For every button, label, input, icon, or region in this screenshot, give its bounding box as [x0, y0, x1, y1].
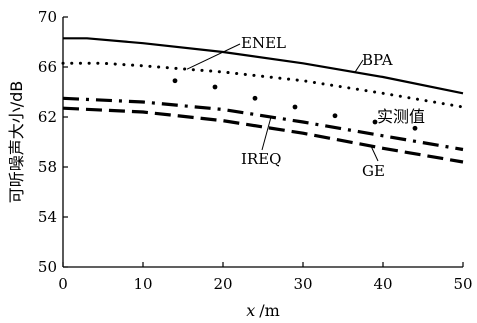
leader-bpa: [354, 59, 364, 73]
x-tick-label: 40: [373, 275, 392, 293]
x-axis-title: x/m: [246, 301, 280, 320]
x-tick-label: 30: [293, 275, 312, 293]
leader-enel: [186, 43, 241, 70]
annotation-ireq: IREQ: [241, 150, 281, 168]
annotation-ge: GE: [362, 162, 385, 180]
annotation-measured: 实测值: [377, 107, 425, 126]
measured-point: [252, 95, 258, 101]
tick-labels: 0 10 20 30 40 50 50 54 58 62 66 70: [38, 8, 473, 293]
y-tick-label: 50: [38, 258, 57, 276]
y-tick-label: 62: [38, 108, 57, 126]
y-tick-label: 58: [38, 158, 57, 176]
leader-ireq: [261, 116, 272, 151]
measured-points: [172, 78, 418, 131]
y-tick-label: 66: [38, 58, 57, 76]
y-axis-title: 可听噪声大小/dB: [7, 81, 26, 204]
series-layer: [61, 37, 465, 164]
measured-point: [172, 78, 178, 84]
y-tick-label: 54: [38, 208, 57, 226]
leader-ge: [370, 145, 379, 162]
annotation-bpa: BPA: [362, 51, 393, 69]
measured-point: [292, 104, 298, 110]
x-tick-label: 50: [453, 275, 472, 293]
annotation-enel: ENEL: [241, 34, 286, 52]
annotation-leaders: [186, 43, 379, 162]
axes: [62, 17, 463, 268]
x-tick-label: 10: [133, 275, 152, 293]
measured-point: [212, 84, 218, 90]
tick-marks: [62, 16, 464, 268]
measured-point: [332, 113, 338, 119]
y-tick-label: 70: [38, 8, 57, 26]
x-axis-unit: /m: [259, 301, 280, 320]
series-line-ge: [62, 106, 464, 164]
x-axis-variable: x: [246, 301, 255, 320]
series-line-ireq: [62, 96, 464, 152]
x-tick-label: 0: [58, 275, 68, 293]
x-tick-label: 20: [213, 275, 232, 293]
series-line-enel: [61, 61, 465, 109]
measured-point: [372, 119, 378, 125]
measured-point: [412, 125, 418, 131]
